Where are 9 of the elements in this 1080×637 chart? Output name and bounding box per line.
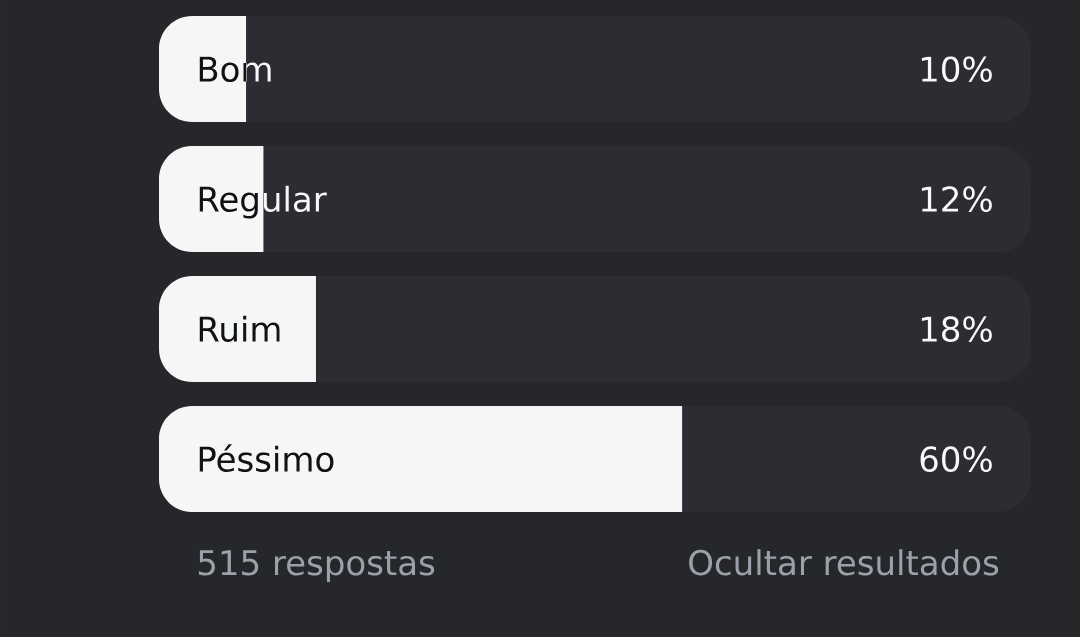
data-label: 12% (921, 186, 992, 212)
y-tick-label: Péssimo (199, 444, 334, 472)
data-label: 18% (921, 316, 992, 342)
data-label: 60% (920, 446, 992, 472)
text: Ocultar resultados (689, 549, 999, 576)
text: 515 respostas (198, 550, 435, 583)
y-tick-label: Ruim (199, 315, 280, 342)
data-label: 10% (921, 56, 992, 82)
bar (159, 276, 316, 382)
